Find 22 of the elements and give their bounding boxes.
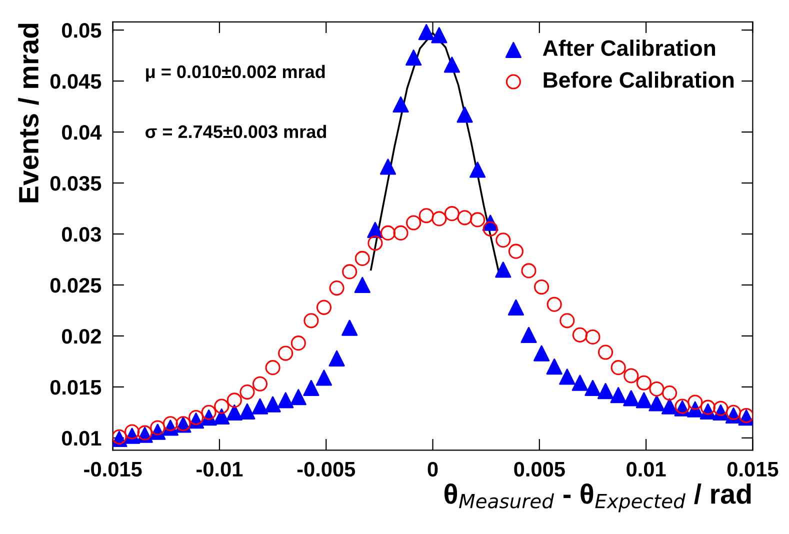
y-tick-label: 0.045 — [50, 74, 102, 89]
x-tick-label: -0.015 — [84, 462, 142, 477]
y-tick-label: 0.05 — [62, 23, 102, 38]
y-tick-label: 0.03 — [62, 226, 101, 242]
x-tick-label: 0.015 — [727, 462, 778, 477]
y-tick-label: 0.015 — [50, 380, 102, 395]
legend-label: Before Calibration — [544, 72, 734, 88]
y-axis-title: Events / mrad — [18, 24, 39, 202]
y-tick-label: 0.04 — [62, 125, 102, 140]
x-tick-label: 0.005 — [514, 462, 565, 477]
annotation: σ = 2.745±0.003 mrad — [146, 124, 326, 138]
x-tick-label: 0.01 — [626, 462, 666, 477]
x-tick-label: -0.005 — [297, 462, 356, 477]
x-axis-title: θ$_{Measured}$ - θ$_{Expected}$ / rad — [444, 483, 751, 512]
x-tick-label: 0 — [428, 462, 438, 477]
y-tick-label: 0.035 — [50, 176, 102, 191]
legend-label: After Calibration — [542, 40, 716, 56]
x-tick-label: -0.01 — [196, 462, 243, 477]
y-tick-label: 0.02 — [62, 328, 101, 344]
y-tick-label: 0.01 — [62, 430, 102, 446]
annotation: μ = 0.010±0.002 mrad — [146, 64, 325, 82]
y-tick-label: 0.025 — [50, 278, 102, 293]
